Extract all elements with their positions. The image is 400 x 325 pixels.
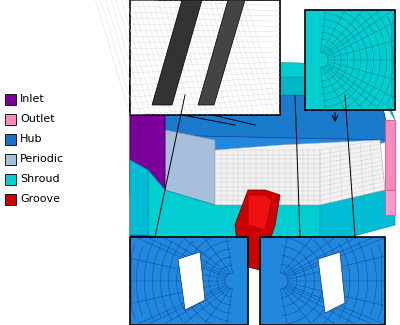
Text: Outlet: Outlet (20, 114, 55, 124)
Polygon shape (178, 252, 205, 310)
Polygon shape (318, 252, 345, 313)
Text: Groove: Groove (20, 194, 60, 204)
Polygon shape (248, 195, 272, 230)
Polygon shape (148, 75, 395, 120)
Polygon shape (130, 160, 148, 235)
Bar (5, 134, 16, 145)
Polygon shape (320, 190, 395, 245)
Bar (5, 94, 16, 105)
Bar (130, 0, 280, 115)
Polygon shape (198, 0, 245, 105)
Polygon shape (385, 120, 395, 190)
Bar (5, 114, 16, 125)
Polygon shape (148, 90, 390, 170)
Text: Inlet: Inlet (20, 94, 45, 104)
Polygon shape (215, 140, 385, 205)
Bar (5, 174, 16, 185)
Bar (130, 237, 248, 325)
Polygon shape (165, 130, 215, 265)
Polygon shape (152, 0, 202, 105)
Polygon shape (130, 60, 165, 265)
Polygon shape (385, 190, 395, 215)
Text: Shroud: Shroud (20, 174, 60, 184)
Text: Periodic: Periodic (20, 154, 64, 164)
Polygon shape (130, 225, 215, 265)
Polygon shape (148, 90, 390, 140)
Bar (305, 10, 395, 110)
Bar (5, 194, 16, 205)
Text: Hub: Hub (20, 134, 42, 144)
Polygon shape (148, 60, 395, 107)
Polygon shape (130, 55, 165, 225)
Bar (260, 237, 385, 325)
Polygon shape (148, 170, 390, 255)
Bar (5, 154, 16, 165)
Polygon shape (235, 190, 280, 270)
